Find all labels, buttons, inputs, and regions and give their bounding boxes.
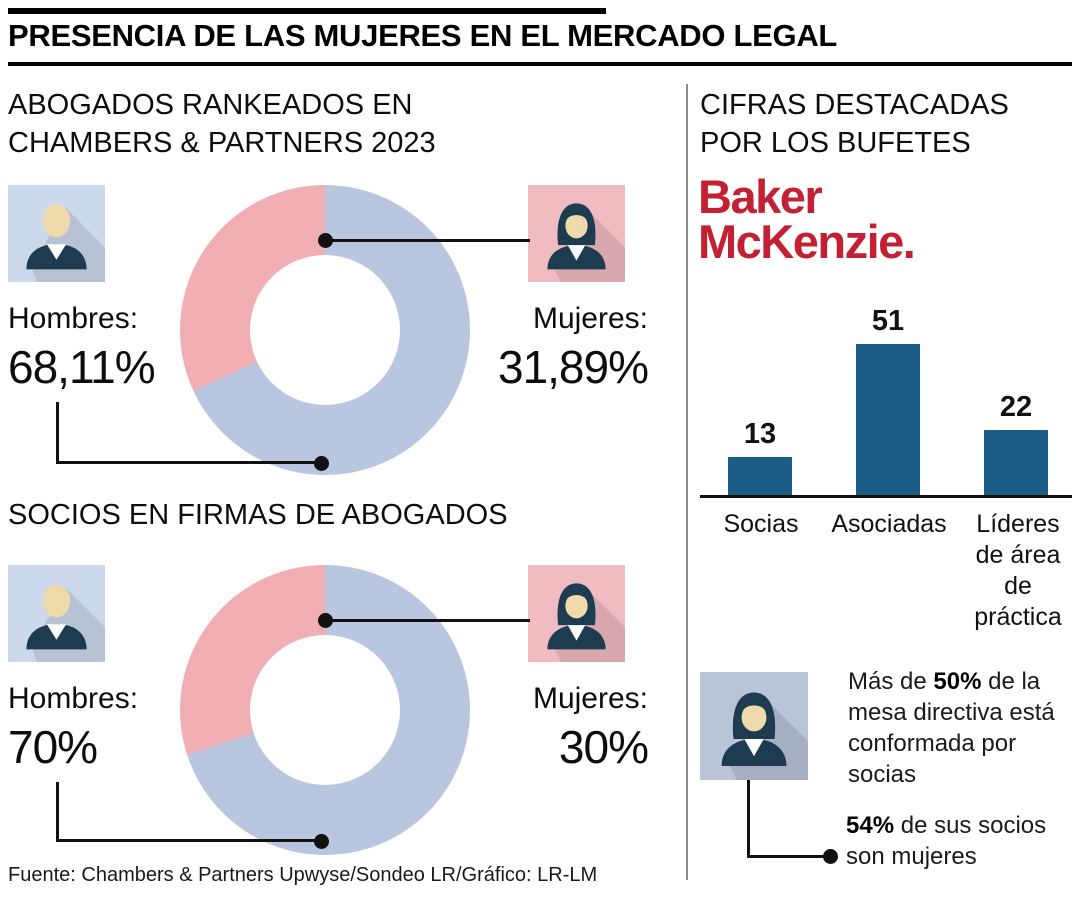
section1-title-line1: ABOGADOS RANKEADOS EN [8, 89, 413, 121]
bar-group-asociadas: 51 [856, 300, 920, 496]
woman-avatar-graphic [721, 692, 808, 780]
fact-partners-text: 54% de sus socios son mujeres [846, 810, 1061, 872]
fact2-bold: 54% [846, 812, 895, 839]
donut-hole [250, 255, 400, 405]
title-divider-rule [8, 62, 1072, 66]
connector-dot-women-1 [318, 233, 333, 248]
right-title-line2: POR LOS BUFETES [700, 127, 971, 159]
connector-line-men-2-vertical [56, 782, 59, 842]
fact-board-text: Más de 50% de la mesa directiva está con… [848, 666, 1080, 790]
fact1-suffix: de la mesa directiva está conformada por… [848, 668, 1055, 788]
connector-line-men-1-horizontal [56, 461, 322, 464]
men-value-1: 68,11% [8, 341, 156, 393]
connector-line-men-1-vertical [56, 402, 59, 464]
bar-asociadas [856, 344, 920, 496]
women-label-2: Mujeres: [532, 682, 648, 715]
men-label-2: Hombres: [8, 682, 139, 715]
bar-lideres [984, 430, 1048, 496]
woman-avatar-icon [528, 185, 625, 282]
fact-connector-vertical [747, 780, 750, 858]
fact1-prefix: Más de [848, 668, 934, 695]
woman-avatar-graphic [547, 583, 625, 662]
women-value-1: 31,89% [497, 341, 649, 393]
man-avatar-graphic [26, 584, 105, 662]
donut-hole [250, 635, 400, 785]
connector-line-women-2 [325, 619, 530, 622]
woman-avatar-icon [528, 565, 625, 662]
section2-title: SOCIOS EN FIRMAS DE ABOGADOS [8, 499, 508, 531]
bar-value-asociadas: 51 [871, 305, 905, 337]
connector-line-men-2-horizontal [56, 839, 322, 842]
donut-chart-socios [180, 565, 470, 855]
women-label-1: Mujeres: [532, 302, 648, 335]
section1-title: ABOGADOS RANKEADOS EN CHAMBERS & PARTNER… [8, 86, 436, 162]
connector-dot-women-2 [318, 613, 333, 628]
fact2-suffix: de sus socios son mujeres [846, 812, 1047, 870]
bar-chart: 13 51 22 [700, 300, 1072, 496]
fact-connector-horizontal [747, 855, 829, 858]
woman-avatar-graphic [547, 203, 625, 282]
bar-label-lideres: Líderes de área de práctica [974, 510, 1062, 631]
man-avatar-icon [8, 565, 105, 662]
women-value-2: 30% [558, 721, 649, 773]
source-credit: Fuente: Chambers & Partners Upwyse/Sonde… [8, 864, 598, 886]
logo-line2: McKenzie. [698, 215, 916, 268]
logo-line1: Baker [698, 170, 823, 223]
man-avatar-graphic [26, 204, 105, 282]
bar-chart-axis-line [700, 495, 1072, 498]
fact-connector-dot [823, 849, 838, 864]
men-value-2: 70% [8, 721, 98, 773]
bar-group-lideres: 22 [984, 300, 1048, 496]
right-title-line1: CIFRAS DESTACADAS [700, 89, 1009, 121]
baker-mckenzie-logo: Baker McKenzie. [698, 170, 916, 268]
connector-dot-men-2 [314, 834, 329, 849]
column-divider [686, 84, 688, 880]
connector-line-women-1 [325, 239, 530, 242]
top-accent-bar [8, 8, 606, 14]
woman-avatar-icon [700, 672, 808, 780]
bar-label-asociadas: Asociadas [831, 510, 947, 538]
fact1-bold: 50% [933, 668, 982, 695]
bar-socias [728, 457, 792, 496]
page-title: PRESENCIA DE LAS MUJERES EN EL MERCADO L… [8, 18, 838, 53]
connector-dot-men-1 [314, 456, 329, 471]
bar-group-socias: 13 [728, 300, 792, 496]
bar-label-socias: Socias [723, 510, 799, 538]
bar-value-lideres: 22 [999, 391, 1033, 423]
man-avatar-icon [8, 185, 105, 282]
right-column-title: CIFRAS DESTACADAS POR LOS BUFETES [700, 86, 1009, 162]
bar-value-socias: 13 [743, 418, 777, 450]
men-label-1: Hombres: [8, 302, 139, 335]
section1-title-line2: CHAMBERS & PARTNERS 2023 [8, 127, 436, 159]
